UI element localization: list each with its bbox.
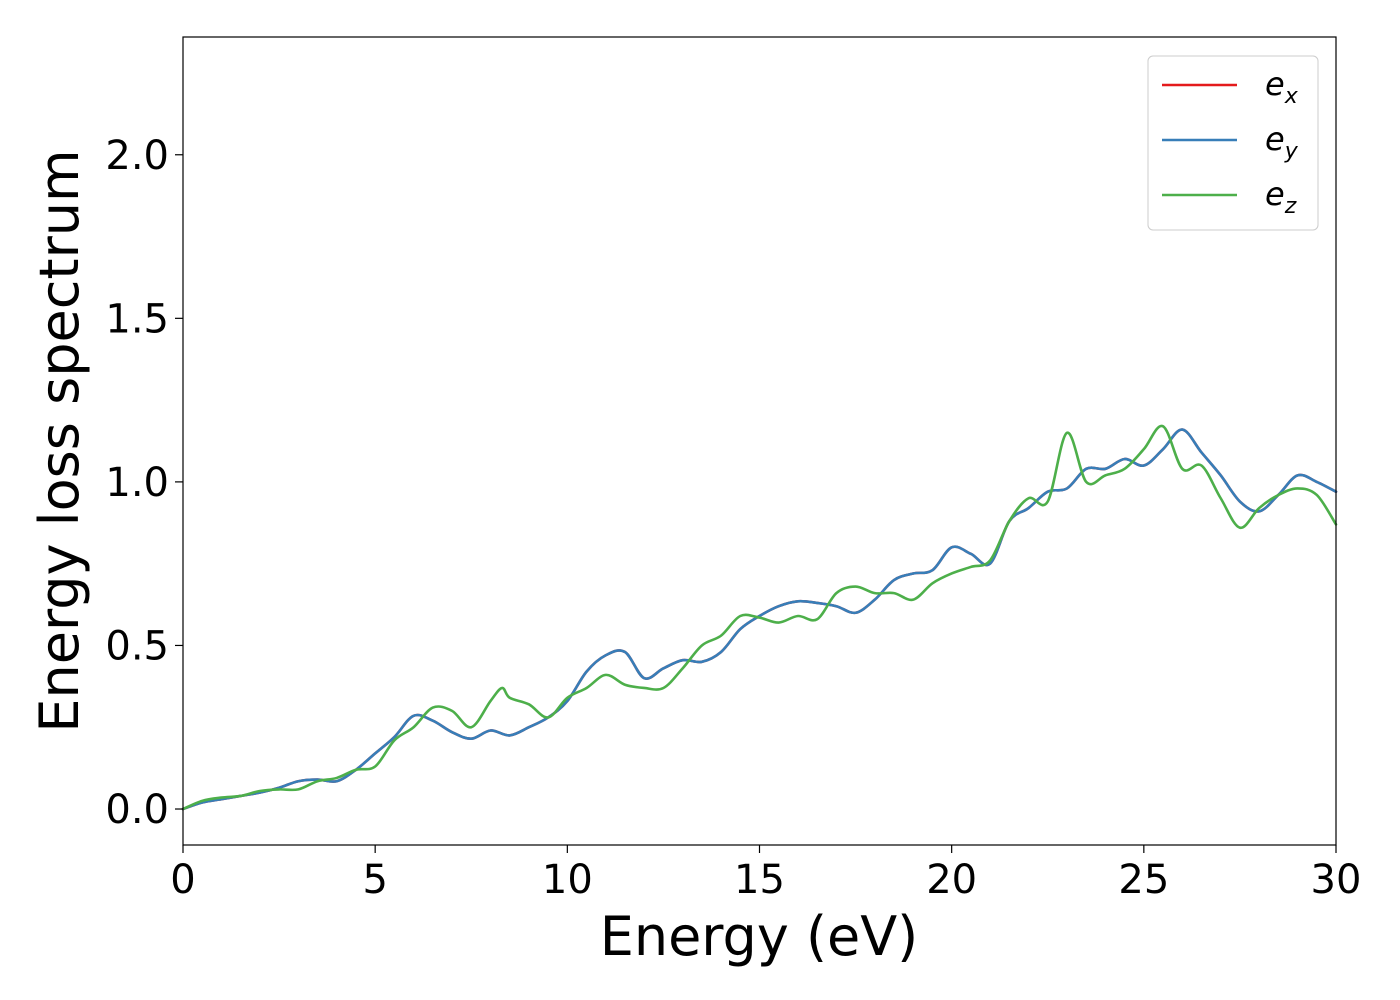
x-tick-label: 30 [1311,857,1362,903]
y-tick-label: 1.5 [105,296,169,342]
series-line-ez [181,424,1338,811]
x-tick-label: 0 [170,857,195,903]
legend-subscript: y [1284,139,1299,164]
y-axis-ticks: 0.0 0.5 1.0 1.5 2.0 [105,133,183,833]
x-tick-label: 25 [1118,857,1169,903]
x-axis-ticks: 0 5 10 15 20 25 30 [170,845,1361,903]
x-tick-label: 20 [926,857,977,903]
legend-subscript: z [1284,194,1297,219]
y-tick-label: 0.0 [105,787,169,833]
y-axis-label: Energy loss spectrum [28,149,91,732]
legend-subscript: x [1284,84,1299,109]
x-tick-label: 10 [542,857,593,903]
y-tick-label: 1.0 [105,460,169,506]
y-tick-label: 0.5 [105,623,169,669]
y-tick-label: 2.0 [105,133,169,179]
legend-box [1147,55,1319,231]
x-tick-label: 5 [362,857,387,903]
x-tick-label: 15 [734,857,785,903]
series-line-ey [181,428,1338,811]
plot-area [183,37,1336,845]
series-lines [181,424,1338,811]
x-axis-label: Energy (eV) [600,905,919,968]
